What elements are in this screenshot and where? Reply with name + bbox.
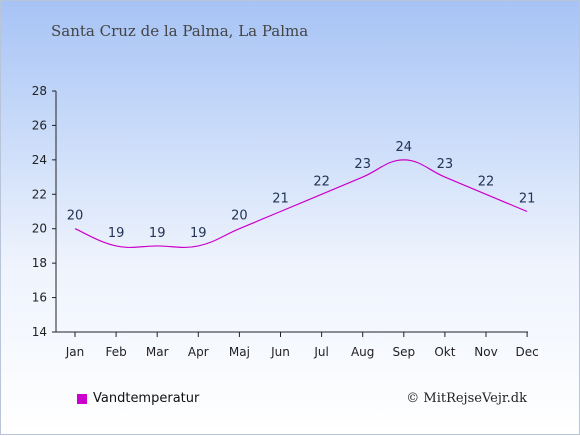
data-label: 21 — [519, 192, 536, 207]
data-label: 20 — [67, 209, 84, 224]
legend-label: Vandtemperatur — [93, 391, 200, 406]
x-tick-label: Mar — [146, 345, 169, 359]
x-tick-label: Maj — [229, 345, 250, 359]
data-label: 22 — [313, 174, 330, 189]
data-label: 24 — [396, 140, 413, 155]
y-tick-label: 28 — [32, 84, 47, 98]
x-tick-label: Aug — [351, 345, 374, 359]
legend-swatch — [77, 393, 87, 404]
data-label: 21 — [272, 192, 289, 207]
credit-text: © MitRejseVejr.dk — [406, 391, 527, 406]
legend: Vandtemperatur — [77, 391, 199, 406]
x-tick-label: Jun — [270, 345, 290, 359]
y-tick-label: 14 — [32, 325, 47, 339]
x-tick-label: Dec — [515, 345, 538, 359]
x-tick-label: Sep — [392, 345, 415, 359]
chart-title: Santa Cruz de la Palma, La Palma — [51, 22, 309, 40]
data-label: 19 — [108, 226, 125, 241]
x-tick-label: Jul — [313, 345, 328, 359]
x-tick-label: Apr — [188, 345, 209, 359]
y-tick-label: 24 — [32, 153, 47, 167]
x-tick-label: Feb — [105, 345, 126, 359]
y-tick-label: 22 — [32, 187, 47, 201]
data-label: 22 — [478, 174, 495, 189]
y-tick-label: 20 — [32, 222, 47, 236]
data-label: 19 — [190, 226, 207, 241]
x-tick-label: Jan — [65, 345, 85, 359]
data-label: 20 — [231, 209, 248, 224]
y-tick-label: 26 — [32, 118, 47, 132]
y-tick-label: 18 — [32, 256, 47, 270]
series-line — [74, 159, 528, 249]
data-label: 23 — [437, 157, 454, 172]
data-label: 23 — [354, 157, 371, 172]
x-tick-label: Okt — [434, 345, 455, 359]
y-tick-label: 16 — [32, 291, 47, 305]
x-tick-label: Nov — [474, 345, 497, 359]
data-label: 19 — [149, 226, 166, 241]
